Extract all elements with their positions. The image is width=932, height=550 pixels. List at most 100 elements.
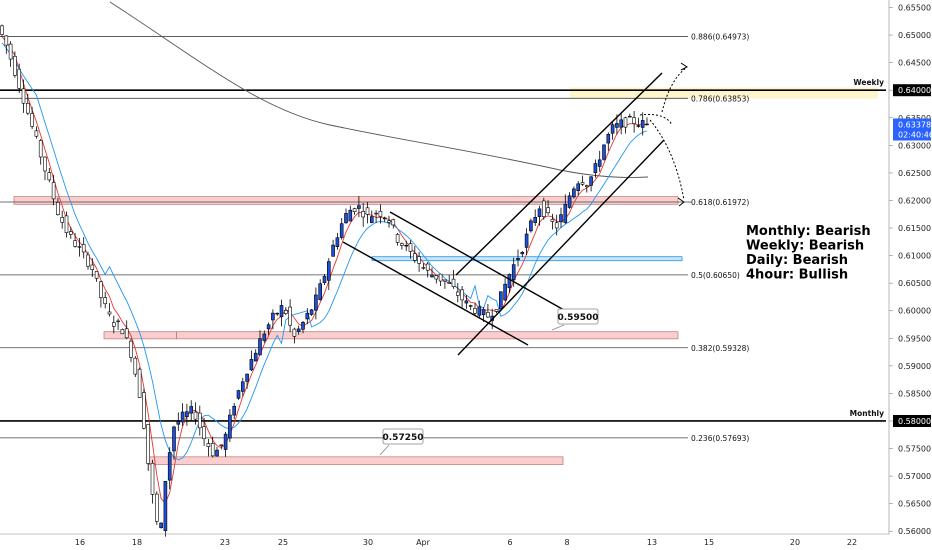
candle-body	[477, 306, 482, 316]
candle-body	[430, 274, 434, 278]
candle-body	[94, 271, 99, 279]
key-level-price-tag	[893, 84, 931, 97]
moving-averages	[1, 36, 648, 504]
candle-body	[365, 207, 370, 215]
candle-body	[473, 308, 477, 314]
candle-body	[133, 357, 138, 375]
candle	[524, 228, 529, 256]
candle-body	[412, 253, 417, 261]
candle	[421, 263, 426, 270]
candle	[124, 320, 129, 340]
zone-supply	[570, 87, 878, 99]
candle-body	[189, 406, 193, 414]
candle	[167, 447, 172, 490]
candle-body	[309, 309, 314, 315]
candle-body	[344, 213, 348, 224]
candle-body	[69, 231, 73, 235]
candle-body	[632, 117, 636, 124]
candle	[189, 400, 193, 422]
candle	[537, 205, 542, 226]
candle	[94, 271, 99, 282]
candle-body	[520, 251, 525, 255]
candle	[81, 237, 86, 259]
candle-body	[116, 320, 120, 323]
candle	[314, 287, 318, 320]
candle-body	[137, 368, 142, 398]
candle	[120, 328, 125, 335]
candle	[567, 192, 572, 209]
candle	[185, 403, 189, 426]
price-tick-label: 0.59000	[898, 362, 931, 371]
candle	[180, 403, 185, 427]
candle	[206, 438, 211, 457]
candle	[455, 282, 460, 303]
candle-body	[434, 275, 439, 280]
candle-body	[4, 35, 9, 46]
candle	[443, 279, 447, 289]
candle-body	[86, 254, 90, 267]
candle	[335, 232, 340, 250]
price-tick-label: 0.63500	[898, 114, 931, 123]
fast-ma-line	[1, 36, 648, 504]
long-moving-average	[109, 1, 649, 178]
candle	[163, 481, 168, 537]
candle-body	[339, 223, 344, 238]
candle-body	[305, 313, 310, 320]
candle	[576, 181, 581, 196]
candle	[529, 218, 533, 233]
candle	[228, 409, 232, 442]
candle-body	[361, 211, 366, 218]
zone-support	[103, 331, 679, 340]
candle-body	[146, 424, 150, 464]
candle	[331, 239, 335, 257]
falling-channel-lower	[342, 241, 529, 346]
fib-label: 0.886(0.64973)	[691, 33, 749, 42]
candle-body	[615, 123, 619, 128]
candle-body	[155, 493, 159, 522]
candle-body	[99, 281, 103, 298]
candle-body	[619, 119, 624, 128]
price-tick-label: 0.60000	[898, 307, 931, 316]
candle-body	[464, 300, 469, 304]
candle	[198, 405, 202, 436]
candle	[172, 425, 176, 460]
candle	[60, 210, 65, 229]
candle	[533, 209, 538, 226]
callout-box	[382, 428, 424, 445]
price-axis: 0.65500 0.65000 0.64500 0.64000 0.63500 0.630…	[888, 0, 932, 550]
candle	[636, 117, 641, 128]
candle	[541, 197, 546, 220]
candle-body	[210, 443, 215, 457]
fib-label: 0.786(0.63853)	[691, 94, 749, 103]
candle-body	[516, 258, 520, 261]
candle-body	[241, 381, 245, 392]
candle-body	[271, 312, 275, 321]
candle-body	[524, 233, 529, 248]
candle-body	[331, 244, 335, 257]
candle	[193, 402, 198, 425]
projection-arc-small	[639, 114, 673, 126]
candle	[309, 308, 314, 316]
candle-body	[533, 217, 538, 223]
callout-pointer	[551, 324, 565, 331]
candle-body	[537, 208, 542, 217]
price-tick-label: 0.56000	[898, 527, 931, 536]
candle	[142, 388, 146, 430]
candle-body	[232, 405, 236, 416]
candle-body	[228, 414, 232, 439]
candle	[245, 373, 249, 389]
candle-body	[283, 310, 288, 314]
candle-body	[202, 426, 206, 440]
candle	[477, 300, 482, 318]
candle	[13, 51, 17, 78]
candle	[645, 117, 649, 126]
candle-body	[150, 462, 155, 495]
candle-body	[421, 267, 426, 269]
bias-line: Weekly: Bearish	[746, 239, 864, 254]
candle-body	[580, 182, 585, 185]
candle	[47, 167, 52, 183]
candle-body	[296, 328, 301, 332]
candle-body	[567, 195, 572, 208]
fib-label: 0.5(0.60650)	[691, 271, 740, 280]
